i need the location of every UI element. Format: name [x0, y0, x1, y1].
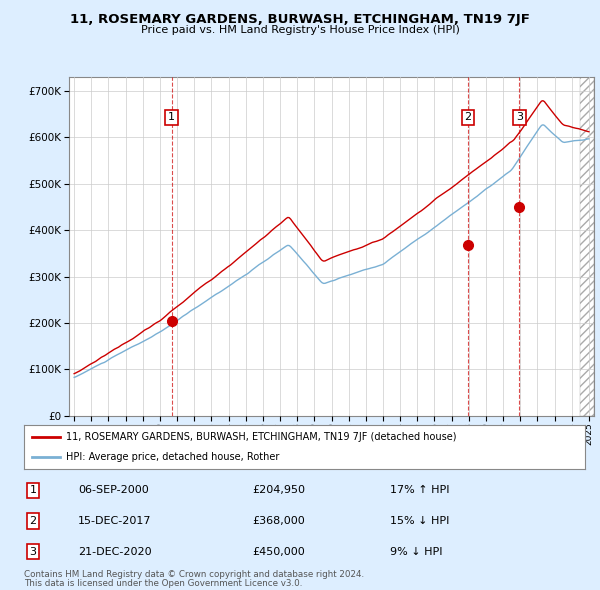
Text: 3: 3 — [29, 547, 37, 556]
Text: This data is licensed under the Open Government Licence v3.0.: This data is licensed under the Open Gov… — [24, 579, 302, 588]
Text: 2: 2 — [29, 516, 37, 526]
Text: 11, ROSEMARY GARDENS, BURWASH, ETCHINGHAM, TN19 7JF: 11, ROSEMARY GARDENS, BURWASH, ETCHINGHA… — [70, 13, 530, 26]
Text: 1: 1 — [168, 113, 175, 122]
Text: £204,950: £204,950 — [252, 486, 305, 495]
Text: Price paid vs. HM Land Registry's House Price Index (HPI): Price paid vs. HM Land Registry's House … — [140, 25, 460, 35]
Text: 2: 2 — [464, 113, 472, 122]
Text: 21-DEC-2020: 21-DEC-2020 — [78, 547, 152, 556]
Text: 3: 3 — [516, 113, 523, 122]
Text: 1: 1 — [29, 486, 37, 495]
Text: £368,000: £368,000 — [252, 516, 305, 526]
Text: 06-SEP-2000: 06-SEP-2000 — [78, 486, 149, 495]
Text: 11, ROSEMARY GARDENS, BURWASH, ETCHINGHAM, TN19 7JF (detached house): 11, ROSEMARY GARDENS, BURWASH, ETCHINGHA… — [66, 432, 457, 442]
Text: 9% ↓ HPI: 9% ↓ HPI — [390, 547, 443, 556]
Text: 15-DEC-2017: 15-DEC-2017 — [78, 516, 151, 526]
Text: HPI: Average price, detached house, Rother: HPI: Average price, detached house, Roth… — [66, 452, 280, 462]
Text: 15% ↓ HPI: 15% ↓ HPI — [390, 516, 449, 526]
Text: 17% ↑ HPI: 17% ↑ HPI — [390, 486, 449, 495]
Text: Contains HM Land Registry data © Crown copyright and database right 2024.: Contains HM Land Registry data © Crown c… — [24, 570, 364, 579]
Text: £450,000: £450,000 — [252, 547, 305, 556]
